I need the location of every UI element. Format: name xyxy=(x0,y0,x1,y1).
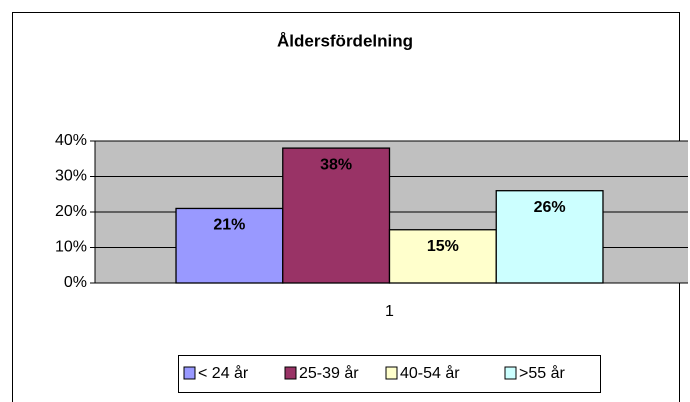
legend-label: 40-54 år xyxy=(400,364,460,382)
data-label: 21% xyxy=(213,217,245,234)
y-tick-label: 0% xyxy=(64,274,87,291)
legend-label: < 24 år xyxy=(198,364,249,382)
x-tick-label: 1 xyxy=(385,303,394,320)
chart-title: Åldersfördelning xyxy=(277,31,413,50)
y-tick-label: 30% xyxy=(55,168,87,185)
bar xyxy=(282,147,391,284)
y-tick-label: 40% xyxy=(55,132,87,149)
legend-swatch xyxy=(183,366,196,380)
legend-label: >55 år xyxy=(519,364,565,382)
bar xyxy=(388,229,497,284)
data-label: 38% xyxy=(320,156,352,173)
legend-label: 25-39 år xyxy=(299,364,359,382)
data-label: 26% xyxy=(534,199,566,216)
legend-swatch xyxy=(385,366,398,380)
bar xyxy=(495,190,604,284)
legend-swatch xyxy=(504,366,517,380)
data-label: 15% xyxy=(427,238,459,255)
bar xyxy=(175,207,284,284)
y-tick-label: 10% xyxy=(55,239,87,256)
legend-swatch xyxy=(284,366,297,380)
y-tick-label: 20% xyxy=(55,203,87,220)
